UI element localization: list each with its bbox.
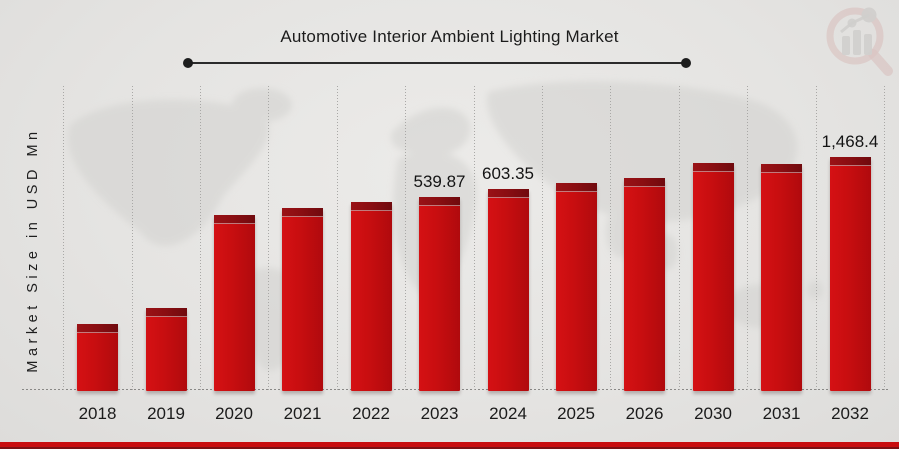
underline-endpoint-dot bbox=[681, 58, 691, 68]
x-tick-label-2025: 2025 bbox=[557, 404, 595, 423]
vertical-gridline bbox=[337, 86, 338, 390]
x-tick-label-2019: 2019 bbox=[147, 404, 185, 423]
brand-logo-watermark bbox=[826, 7, 893, 76]
x-tick-label-2023: 2023 bbox=[420, 404, 459, 423]
bar-2018 bbox=[77, 324, 118, 391]
bar-cap bbox=[555, 183, 597, 192]
vertical-gridline bbox=[816, 86, 817, 390]
bar-cap bbox=[282, 208, 323, 217]
vertical-gridline bbox=[542, 86, 543, 390]
x-tick-label-2021: 2021 bbox=[283, 404, 322, 423]
bar-cap bbox=[350, 202, 392, 211]
x-tick-label-2032: 2032 bbox=[831, 404, 869, 423]
vertical-gridline bbox=[679, 86, 680, 390]
vertical-gridline bbox=[268, 86, 269, 390]
chart-title: Automotive Interior Ambient Lighting Mar… bbox=[280, 27, 619, 46]
bar-cap bbox=[761, 164, 802, 173]
bar-cap bbox=[77, 324, 118, 333]
bar-2025 bbox=[555, 183, 597, 391]
bar-value-label-2023: 539.87 bbox=[413, 172, 466, 191]
x-tick-label-2020: 2020 bbox=[215, 404, 253, 423]
x-tick-label-2022: 2022 bbox=[352, 404, 390, 423]
bar-cap bbox=[487, 189, 529, 198]
bar-2026 bbox=[624, 178, 665, 391]
bar-cap bbox=[624, 178, 665, 187]
bar-2031 bbox=[761, 164, 802, 391]
bar-2019 bbox=[145, 308, 187, 391]
bar-value-label-2024: 603.35 bbox=[482, 164, 534, 183]
bar-2021 bbox=[282, 208, 323, 391]
x-tick-label-2018: 2018 bbox=[78, 404, 117, 423]
x-tick-label-2024: 2024 bbox=[489, 404, 527, 423]
bar-2023 bbox=[419, 197, 460, 391]
x-tick-label-2031: 2031 bbox=[762, 404, 801, 423]
bar-2022 bbox=[350, 202, 392, 391]
vertical-gridline bbox=[200, 86, 201, 390]
bar-cap bbox=[419, 197, 460, 206]
title-underline bbox=[183, 58, 691, 68]
vertical-gridline bbox=[132, 86, 133, 390]
bar-cap bbox=[145, 308, 187, 317]
bar-cap bbox=[692, 163, 734, 172]
vertical-gridline bbox=[747, 86, 748, 390]
underline-endpoint-dot bbox=[183, 58, 193, 68]
vertical-gridline bbox=[474, 86, 475, 390]
bar-2020 bbox=[213, 215, 255, 391]
vertical-gridline bbox=[610, 86, 611, 390]
x-tick-label-2030: 2030 bbox=[694, 404, 732, 423]
bar-value-label-2032: 1,468.4 bbox=[821, 132, 879, 151]
vertical-gridline bbox=[63, 86, 64, 390]
footer-accent-bar bbox=[0, 442, 899, 449]
vertical-gridline bbox=[405, 86, 406, 390]
bar-cap bbox=[213, 215, 255, 224]
x-tick-label-2026: 2026 bbox=[625, 404, 664, 423]
bar-2030 bbox=[692, 163, 734, 391]
bar-cap bbox=[829, 157, 871, 166]
bar-2024 bbox=[487, 189, 529, 391]
bar-2032 bbox=[829, 157, 871, 391]
vertical-gridline bbox=[884, 86, 885, 390]
